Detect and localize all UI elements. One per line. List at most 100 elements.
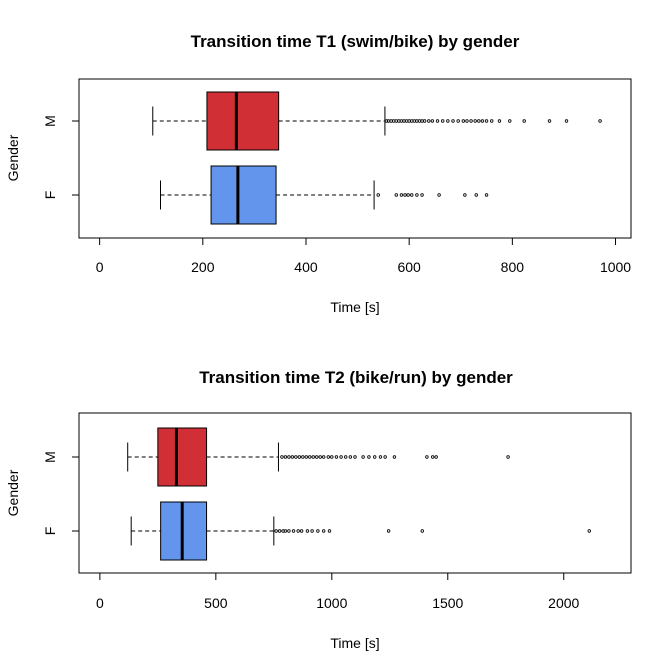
outlier-point <box>386 529 391 533</box>
x-tick-label: 500 <box>204 595 228 611</box>
chart-1-plot-frame <box>78 78 632 239</box>
y-tick-label: M <box>42 115 58 127</box>
outlier-point <box>587 529 591 533</box>
outlier-point <box>376 193 380 197</box>
y-tick-label: M <box>42 451 58 463</box>
outlier-point <box>305 529 310 533</box>
chart-1-x-axis-label: Time [s] <box>330 299 379 315</box>
outlier-point <box>430 455 435 459</box>
outlier-point <box>348 455 353 459</box>
outlier-point <box>399 193 404 197</box>
outlier-point <box>321 529 326 533</box>
outlier-point <box>330 455 334 459</box>
box-M <box>206 91 280 151</box>
outlier-point <box>283 529 288 533</box>
outlier-point <box>522 119 526 123</box>
outlier-point <box>598 119 602 123</box>
outlier-point <box>344 455 348 459</box>
x-tick-label: 600 <box>397 259 421 275</box>
outlier-point <box>465 119 469 123</box>
outlier-point <box>287 529 291 533</box>
x-tick-label: 1000 <box>600 259 631 275</box>
outlier-point <box>299 529 304 533</box>
outlier-point <box>420 529 424 533</box>
x-tick-label: 1500 <box>432 595 463 611</box>
outlier-point <box>415 193 419 197</box>
outlier-point <box>315 455 319 459</box>
outlier-point <box>497 119 502 123</box>
outlier-point <box>425 455 429 459</box>
outlier-point <box>339 455 343 459</box>
outlier-point <box>321 455 326 459</box>
outlier-point <box>446 119 450 123</box>
x-tick-label: 800 <box>501 259 525 275</box>
chart-2-title: Transition time T2 (bike/run) by gender <box>199 368 513 387</box>
x-tick-label: 0 <box>96 259 104 275</box>
outlier-point <box>327 529 332 533</box>
outlier-point <box>301 455 305 459</box>
outlier-point <box>490 119 494 123</box>
x-tick-label: 1000 <box>316 595 347 611</box>
chart-1-marks: 0 200 400 600 800 1000 M F <box>42 91 631 275</box>
outlier-point <box>287 455 291 459</box>
outlier-point <box>422 119 427 123</box>
outlier-point <box>420 193 424 197</box>
outlier-point <box>280 455 284 459</box>
chart-1-y-axis-label: Gender <box>5 134 21 181</box>
outlier-point <box>508 119 512 123</box>
outlier-point <box>547 119 552 123</box>
outlier-point <box>473 119 477 123</box>
outlier-point <box>373 455 377 459</box>
outlier-point <box>326 455 331 459</box>
outlier-point <box>378 455 383 459</box>
outlier-point <box>383 455 387 459</box>
x-tick-label: 2000 <box>548 595 579 611</box>
outlier-point <box>274 529 278 533</box>
outlier-point <box>311 455 315 459</box>
chart-2-y-axis-label: Gender <box>5 469 21 516</box>
outlier-point <box>304 455 308 459</box>
chart-2-x-axis-label: Time [s] <box>330 635 379 651</box>
outlier-point <box>430 119 435 123</box>
outlier-point <box>384 119 389 123</box>
outlier-point <box>435 119 440 123</box>
outlier-point <box>441 119 445 123</box>
outlier-point <box>294 455 298 459</box>
outlier-point <box>406 193 410 197</box>
outlier-point <box>318 455 322 459</box>
y-tick-label: F <box>42 527 58 536</box>
outlier-point <box>316 529 320 533</box>
chart-1-title: Transition time T1 (swim/bike) by gender <box>191 32 520 51</box>
outlier-point <box>277 529 282 533</box>
outlier-point <box>283 455 288 459</box>
outlier-point <box>308 455 312 459</box>
outlier-point <box>367 455 371 459</box>
chart-2: Transition time T2 (bike/run) by gender … <box>5 368 632 651</box>
outlier-point <box>394 193 398 197</box>
outlier-point <box>310 529 314 533</box>
chart-1: Transition time T1 (swim/bike) by gender… <box>5 32 632 315</box>
outlier-point <box>480 119 485 123</box>
outlier-point <box>361 455 365 459</box>
outlier-point <box>437 193 441 197</box>
x-tick-label: 0 <box>96 595 104 611</box>
outlier-point <box>477 119 481 123</box>
box-F <box>210 165 277 225</box>
outlier-point <box>564 119 569 123</box>
box-M <box>157 427 208 487</box>
y-tick-label: F <box>42 191 58 200</box>
x-tick-label: 400 <box>294 259 318 275</box>
outlier-point <box>392 455 397 459</box>
outlier-point <box>296 529 300 533</box>
outlier-point <box>334 455 339 459</box>
outlier-point <box>451 119 455 123</box>
outlier-point <box>353 455 357 459</box>
outlier-point <box>463 193 467 197</box>
outlier-point <box>456 119 460 123</box>
x-tick-label: 200 <box>191 259 215 275</box>
outlier-point <box>474 193 478 197</box>
outlier-point <box>290 455 295 459</box>
outlier-point <box>506 455 510 459</box>
outlier-point <box>461 119 466 123</box>
